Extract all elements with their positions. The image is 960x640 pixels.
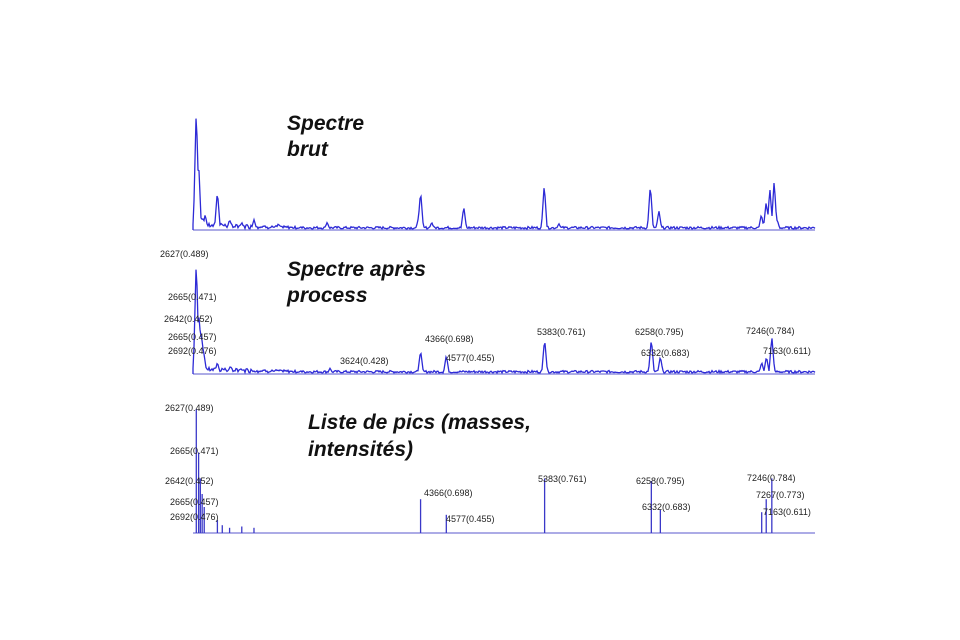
proc-peak-label: 2665(0.471) — [168, 292, 217, 302]
list-peak-label: 6332(0.683) — [642, 502, 691, 512]
proc-peak-label: 3624(0.428) — [340, 356, 389, 366]
proc-peak-label: 5383(0.761) — [537, 327, 586, 337]
proc-peak-label: 4577(0.455) — [446, 353, 495, 363]
list-peak-label: 7246(0.784) — [747, 473, 796, 483]
peaklist-title-line-1: Liste de pics (masses, — [308, 411, 531, 434]
raw-spectrum-line — [193, 119, 815, 230]
list-peak-label: 6258(0.795) — [636, 476, 685, 486]
proc-peak-label: 7246(0.784) — [746, 326, 795, 336]
panel-processed-spectrum: Spectre après process 2627(0.489) 2665(0… — [160, 249, 815, 374]
proc-peak-label: 6258(0.795) — [635, 327, 684, 337]
list-peak-label: 4366(0.698) — [424, 488, 473, 498]
proc-peak-label: 6332(0.683) — [641, 348, 690, 358]
list-peak-label: 4577(0.455) — [446, 514, 495, 524]
proc-peak-label: 7163(0.611) — [763, 346, 811, 356]
list-peak-label: 5383(0.761) — [538, 474, 587, 484]
proc-peak-label: 2627(0.489) — [160, 249, 209, 259]
peaklist-title-line-2: intensités) — [308, 438, 413, 461]
list-peak-label: 2627(0.489) — [165, 403, 214, 413]
proc-peak-label: 2692(0.476) — [168, 346, 217, 356]
list-peak-label: 2665(0.457) — [170, 497, 219, 507]
raw-title-line-1: Spectre — [287, 112, 364, 135]
raw-title-line-2: brut — [287, 138, 329, 161]
list-peak-label: 2692(0.476) — [170, 512, 219, 522]
panel-raw-spectrum: Spectre brut — [193, 112, 815, 230]
list-peak-label: 2642(0.452) — [165, 476, 214, 486]
processed-title-line-2: process — [286, 284, 368, 307]
list-peak-label: 7267(0.773) — [756, 490, 805, 500]
proc-peak-label: 4366(0.698) — [425, 334, 474, 344]
proc-peak-label: 2642(0.452) — [164, 314, 213, 324]
panel-peak-list: Liste de pics (masses, intensités) 2627(… — [165, 403, 815, 533]
proc-peak-label: 2665(0.457) — [168, 332, 217, 342]
list-peak-label: 2665(0.471) — [170, 446, 219, 456]
list-peak-label: 7163(0.611) — [763, 507, 811, 517]
processed-title-line-1: Spectre après — [287, 258, 426, 281]
